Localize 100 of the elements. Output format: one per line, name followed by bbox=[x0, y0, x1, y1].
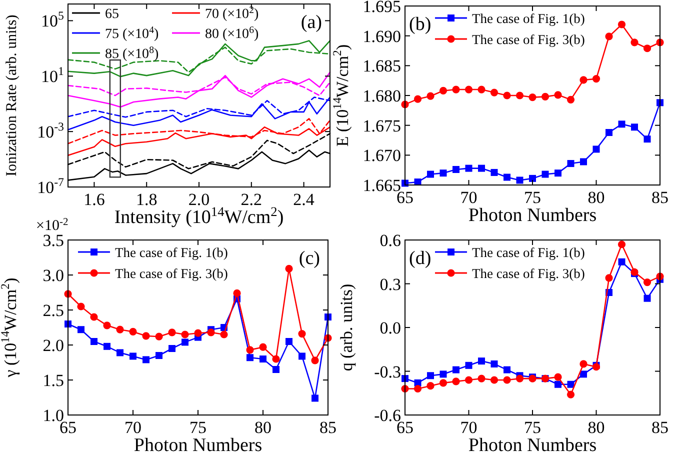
point bbox=[246, 354, 254, 362]
y-tick-label: 10$^{-3}$ bbox=[37, 120, 64, 142]
point bbox=[644, 294, 651, 302]
x-tick-label: 70 bbox=[460, 418, 478, 437]
point bbox=[427, 170, 434, 178]
point bbox=[452, 378, 460, 386]
point bbox=[580, 76, 588, 84]
point bbox=[618, 258, 626, 266]
legend-label: The case of Fig. 1(b) bbox=[115, 245, 228, 260]
point bbox=[580, 370, 587, 378]
x-tick-label: 80 bbox=[588, 188, 605, 207]
point bbox=[116, 326, 124, 334]
point bbox=[426, 382, 434, 390]
point bbox=[464, 86, 473, 94]
point bbox=[554, 91, 562, 99]
point bbox=[541, 92, 550, 100]
point bbox=[478, 164, 485, 172]
point bbox=[194, 329, 202, 337]
x-tick-label: 75 bbox=[524, 188, 541, 207]
legend-label: 75 (×10$^{4}$) bbox=[105, 24, 159, 42]
point bbox=[103, 322, 111, 330]
point bbox=[77, 302, 85, 310]
point bbox=[592, 74, 600, 83]
point bbox=[566, 390, 575, 398]
point bbox=[592, 146, 600, 153]
x-tick-label: 70 bbox=[460, 188, 478, 207]
y-tick-label: 1.685 bbox=[362, 56, 401, 76]
legend-label: 80 (×10$^{6}$) bbox=[205, 24, 259, 42]
legend-label: 85 (×10$^{8}$) bbox=[105, 44, 159, 62]
point bbox=[478, 86, 486, 94]
point bbox=[490, 168, 498, 176]
point bbox=[156, 352, 162, 359]
point bbox=[643, 278, 652, 286]
point bbox=[618, 120, 626, 128]
point bbox=[182, 338, 188, 346]
point bbox=[464, 376, 473, 384]
x-tick-label: 1.6 bbox=[84, 190, 105, 209]
legend-label: The case of Fig. 3(b) bbox=[472, 32, 585, 47]
legend-label: The case of Fig. 3(b) bbox=[115, 266, 228, 281]
point bbox=[490, 88, 498, 96]
point bbox=[490, 376, 498, 384]
point bbox=[643, 44, 652, 52]
point bbox=[440, 370, 447, 378]
point bbox=[503, 92, 511, 100]
point bbox=[644, 136, 651, 143]
y-tick-label: 2.5 bbox=[42, 301, 64, 320]
point bbox=[605, 274, 613, 282]
legend-label: 65 bbox=[105, 7, 119, 22]
point bbox=[554, 373, 562, 381]
y-axis-title: Ionization Rate (arb. units) bbox=[4, 14, 20, 176]
point bbox=[528, 93, 536, 102]
point bbox=[567, 380, 574, 388]
point bbox=[465, 362, 472, 369]
point bbox=[452, 366, 460, 374]
legend-label: The case of Fig. 3(b) bbox=[472, 266, 585, 281]
x-axis-title: Photon Numbers bbox=[134, 435, 262, 456]
y-tick-label: 1.690 bbox=[362, 26, 401, 46]
point bbox=[130, 352, 136, 360]
point bbox=[220, 330, 228, 338]
y-tick-label: 0.0 bbox=[380, 318, 401, 338]
point bbox=[142, 356, 150, 364]
point bbox=[452, 86, 460, 94]
x-axis-title: Photon Numbers bbox=[468, 435, 597, 456]
point bbox=[516, 92, 524, 100]
x-axis-title: Photon Numbers bbox=[468, 205, 597, 226]
point bbox=[272, 366, 280, 373]
x-tick-label: 2.4 bbox=[293, 190, 315, 209]
legend-label: 70 (×10$^{2}$) bbox=[205, 4, 259, 22]
y-tick-label: -0.3 bbox=[374, 362, 401, 382]
text: ×10$^{-2}$ bbox=[36, 216, 68, 234]
y-tick-label: 0.6 bbox=[380, 231, 401, 250]
point bbox=[630, 38, 638, 46]
point bbox=[298, 330, 306, 338]
x-tick-label: 75 bbox=[190, 418, 206, 437]
point bbox=[129, 328, 137, 336]
point bbox=[233, 289, 241, 297]
point bbox=[427, 372, 434, 380]
y-tick-label: 0.3 bbox=[380, 274, 401, 294]
annotation: (c) bbox=[298, 248, 320, 269]
y-tick-label: 10$^{-7}$ bbox=[37, 175, 64, 197]
point bbox=[554, 380, 562, 388]
y-tick-label: 1.670 bbox=[362, 146, 401, 166]
y-tick-label: 3.5 bbox=[42, 231, 64, 250]
x-tick-label: 70 bbox=[124, 418, 142, 437]
point bbox=[542, 170, 549, 178]
point bbox=[181, 330, 189, 338]
point bbox=[312, 394, 318, 402]
point bbox=[259, 343, 267, 351]
y-tick-label: 1.680 bbox=[362, 86, 401, 106]
point bbox=[631, 124, 638, 131]
point bbox=[516, 176, 524, 184]
point bbox=[478, 358, 485, 365]
point bbox=[311, 356, 319, 364]
x-tick-label: 75 bbox=[524, 418, 541, 437]
x-tick-label: 85 bbox=[652, 188, 668, 207]
y-tick-label: 1.695 bbox=[362, 0, 401, 16]
point bbox=[298, 352, 306, 360]
point bbox=[618, 240, 626, 248]
x-tick-label: 2.2 bbox=[240, 190, 262, 209]
line-series bbox=[67, 96, 331, 130]
